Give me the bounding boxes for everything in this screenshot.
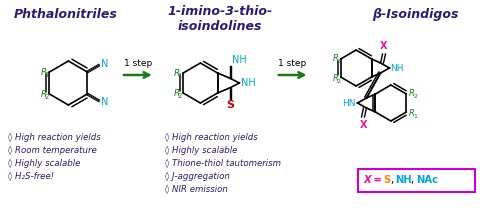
- Text: R: R: [40, 90, 46, 99]
- Text: NAc: NAc: [416, 175, 438, 185]
- Text: ◊ Highly scalable: ◊ Highly scalable: [8, 159, 80, 168]
- Text: 2: 2: [336, 79, 340, 84]
- FancyBboxPatch shape: [358, 169, 474, 191]
- Text: N: N: [101, 59, 108, 69]
- Text: ,: ,: [390, 175, 393, 185]
- Text: ◊ Room temperature: ◊ Room temperature: [8, 146, 96, 155]
- Text: NH: NH: [395, 175, 411, 185]
- Text: ◊ Thione-thiol tautomerism: ◊ Thione-thiol tautomerism: [164, 159, 280, 168]
- Text: R: R: [333, 53, 338, 62]
- Text: ◊ J-aggregation: ◊ J-aggregation: [164, 172, 230, 181]
- Text: NH: NH: [390, 64, 404, 73]
- Text: S: S: [226, 100, 234, 110]
- Text: R: R: [40, 68, 46, 77]
- Text: X: X: [380, 41, 388, 51]
- Text: ◊ High reaction yields: ◊ High reaction yields: [164, 133, 258, 142]
- Text: 2: 2: [414, 94, 418, 99]
- Text: 1: 1: [414, 114, 417, 119]
- Text: NH: NH: [242, 78, 256, 88]
- Text: ,: ,: [410, 175, 414, 185]
- Text: 2: 2: [44, 94, 48, 100]
- Text: R: R: [408, 108, 414, 117]
- Text: β-Isoindigos: β-Isoindigos: [372, 8, 459, 21]
- Text: S: S: [383, 175, 390, 185]
- Text: 1 step: 1 step: [124, 59, 152, 68]
- Text: ◊ High reaction yields: ◊ High reaction yields: [8, 133, 100, 142]
- Text: R: R: [408, 88, 414, 97]
- Text: ◊ NIR emission: ◊ NIR emission: [164, 185, 228, 194]
- Text: ◊ H₂S-free!: ◊ H₂S-free!: [8, 172, 54, 181]
- Text: X: X: [363, 175, 371, 185]
- Text: 1: 1: [44, 72, 48, 78]
- Text: R: R: [174, 68, 180, 77]
- Text: X: X: [360, 120, 367, 130]
- Text: 1: 1: [337, 59, 340, 64]
- Text: 1-imino-3-thio-
isoindolines: 1-imino-3-thio- isoindolines: [168, 5, 273, 33]
- Text: HN: HN: [342, 99, 355, 108]
- Text: R: R: [333, 73, 338, 82]
- Text: Phthalonitriles: Phthalonitriles: [14, 8, 118, 21]
- Text: NH: NH: [232, 55, 246, 65]
- Text: N: N: [101, 97, 108, 107]
- Text: ◊ Highly scalable: ◊ Highly scalable: [164, 146, 237, 155]
- Text: 1 step: 1 step: [278, 59, 306, 68]
- Text: =: =: [370, 175, 386, 185]
- Text: 1: 1: [178, 73, 182, 79]
- Text: 2: 2: [178, 93, 182, 99]
- Text: R: R: [174, 88, 180, 97]
